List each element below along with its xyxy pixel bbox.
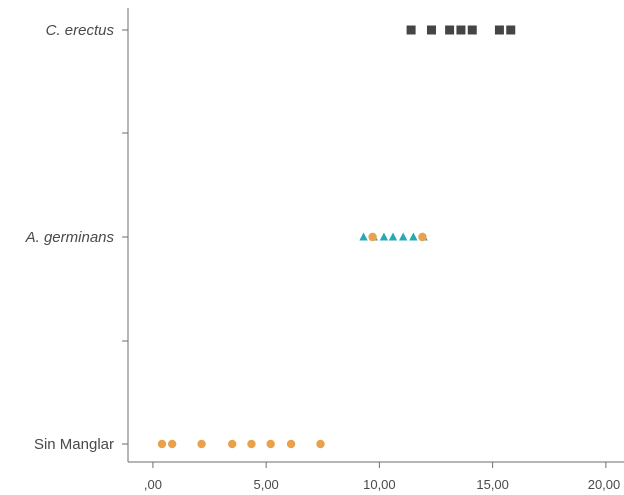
data-point-circle (157, 439, 167, 449)
data-point-square (445, 25, 455, 35)
y-category-label: C. erectus (46, 22, 115, 39)
y-category-label: Sin Manglar (34, 436, 114, 453)
data-point-circle (247, 439, 256, 449)
x-tick-label: 15,00 (476, 477, 509, 492)
data-point-triangle (388, 232, 398, 241)
data-point-circle (316, 439, 325, 449)
data-points (157, 25, 516, 449)
data-point-circle (266, 439, 275, 449)
data-point-circle (368, 232, 377, 242)
data-point-square (426, 25, 436, 35)
x-axis-ticks (152, 462, 607, 468)
data-point-square (494, 25, 504, 35)
data-point-square (506, 25, 516, 35)
x-tick-label: 10,00 (363, 477, 396, 492)
x-tick-label: 5,00 (253, 477, 278, 492)
x-axis-tick-labels: ,00 5,00 10,00 15,00 20,00 (144, 477, 620, 492)
data-point-triangle (409, 232, 418, 241)
data-point-square (406, 25, 416, 35)
data-point-circle (286, 439, 296, 449)
data-point-triangle (359, 232, 368, 241)
data-point-square (467, 25, 477, 35)
chart-axes (127, 8, 624, 463)
data-point-circle (197, 439, 206, 449)
data-point-triangle (379, 232, 389, 241)
y-axis-category-labels: C. erectus A. germinans Sin Manglar (25, 22, 115, 453)
data-point-circle (418, 232, 427, 242)
x-tick-label: ,00 (144, 477, 162, 492)
x-tick-label: 20,00 (588, 477, 621, 492)
data-point-circle (167, 439, 177, 449)
data-point-circle (227, 439, 237, 449)
y-axis-ticks (122, 29, 128, 445)
data-point-square (456, 25, 466, 35)
data-point-triangle (398, 232, 408, 241)
y-category-label: A. germinans (25, 229, 115, 246)
